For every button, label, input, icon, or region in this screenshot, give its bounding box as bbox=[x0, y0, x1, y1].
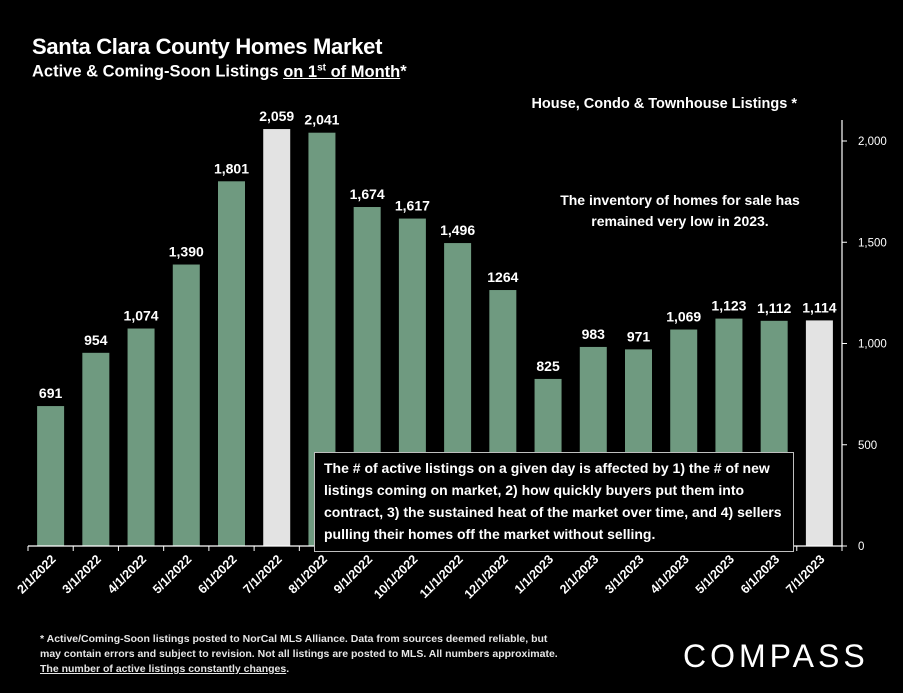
y-ticks-group: 0 500 1,000 1,500 2,000 bbox=[842, 136, 887, 553]
x-axis-label: 9/1/2022 bbox=[331, 552, 375, 596]
value-label: 1,617 bbox=[395, 198, 430, 214]
x-axis-label: 4/1/2023 bbox=[648, 552, 692, 596]
value-label: 1264 bbox=[487, 269, 518, 285]
subtitle-on-first: on 1 bbox=[283, 62, 318, 81]
x-axis-label: 10/1/2022 bbox=[371, 552, 420, 601]
y-tick-label: 1,000 bbox=[858, 339, 887, 351]
value-label: 954 bbox=[84, 332, 108, 348]
value-label: 1,801 bbox=[214, 160, 249, 176]
compass-logo: COMPASS bbox=[683, 638, 869, 674]
value-label: 1,123 bbox=[711, 298, 746, 314]
value-labels-group: 691 954 1,074 1,390 1,801 2,059 2,041 1,674 1,61… bbox=[39, 108, 837, 401]
subtitle-underlined: on 1st of Month bbox=[283, 62, 401, 81]
chart-subtitle: Active & Coming-Soon Listings on 1st of … bbox=[32, 62, 407, 82]
subtitle-prefix: Active & Coming-Soon Listings bbox=[32, 62, 284, 81]
value-label: 1,496 bbox=[440, 222, 475, 238]
x-axis-label: 5/1/2023 bbox=[693, 552, 737, 596]
value-label: 691 bbox=[39, 385, 63, 401]
x-axis-label: 2/1/2022 bbox=[14, 552, 58, 596]
x-axis-label: 3/1/2022 bbox=[60, 552, 104, 596]
value-label: 983 bbox=[582, 326, 606, 342]
bar-6-1-2022 bbox=[218, 181, 245, 547]
x-axis-label: 6/1/2023 bbox=[738, 552, 782, 596]
x-axis-label: 1/1/2023 bbox=[512, 552, 556, 596]
inventory-annotation: The inventory of homes for sale has rema… bbox=[560, 192, 800, 229]
y-tick-label: 0 bbox=[858, 541, 864, 553]
legend-note: House, Condo & Townhouse Listings * bbox=[531, 96, 797, 112]
subtitle-asterisk: * bbox=[400, 62, 407, 81]
footnote: * Active/Coming-Soon listings posted to … bbox=[40, 632, 560, 677]
subtitle-ordinal: st bbox=[317, 62, 327, 73]
value-label: 1,114 bbox=[802, 299, 836, 315]
subtitle-of-month: of Month bbox=[326, 62, 401, 81]
value-label: 971 bbox=[627, 328, 651, 344]
value-label: 1,074 bbox=[124, 308, 159, 324]
value-label: 2,059 bbox=[259, 108, 294, 124]
x-axis-label: 7/1/2022 bbox=[241, 552, 285, 596]
value-label: 1,112 bbox=[757, 300, 791, 316]
x-axis-label: 11/1/2022 bbox=[417, 552, 466, 601]
x-axis-label: 6/1/2022 bbox=[195, 552, 239, 596]
value-label: 825 bbox=[536, 358, 560, 374]
bar-4-1-2022 bbox=[127, 328, 155, 546]
y-tick-label: 2,000 bbox=[858, 136, 887, 148]
x-axis-label: 5/1/2022 bbox=[150, 552, 194, 596]
x-axis-label: 4/1/2022 bbox=[105, 552, 149, 596]
value-label: 1,390 bbox=[169, 244, 204, 260]
y-tick-label: 500 bbox=[858, 440, 877, 452]
explanation-box: The # of active listings on a given day … bbox=[314, 452, 794, 552]
value-label: 2,041 bbox=[304, 112, 339, 128]
y-tick-label: 1,500 bbox=[858, 237, 887, 249]
x-axis-label: 12/1/2022 bbox=[462, 552, 511, 601]
x-axis-label: 7/1/2023 bbox=[783, 552, 827, 596]
bar-7-1-2023 bbox=[805, 320, 833, 546]
footnote-text: * Active/Coming-Soon listings posted to … bbox=[40, 633, 558, 660]
bar-5-1-2022 bbox=[172, 264, 200, 546]
x-axis-label: 2/1/2023 bbox=[557, 552, 601, 596]
value-label: 1,674 bbox=[350, 186, 385, 202]
x-labels-group: 2/1/2022 3/1/2022 4/1/2022 5/1/2022 6/1/2022… bbox=[14, 552, 827, 601]
value-label: 1,069 bbox=[666, 309, 701, 325]
footnote-underlined: The number of active listings constantly… bbox=[40, 663, 287, 675]
chart-title: Santa Clara County Homes Market bbox=[32, 34, 383, 59]
footnote-end: . bbox=[286, 663, 290, 675]
bar-2-1-2022 bbox=[37, 406, 65, 546]
x-axis-label: 8/1/2022 bbox=[286, 552, 330, 596]
bar-3-1-2022 bbox=[82, 352, 110, 546]
bar-7-1-2022 bbox=[263, 129, 291, 547]
x-axis-label: 3/1/2023 bbox=[602, 552, 646, 596]
